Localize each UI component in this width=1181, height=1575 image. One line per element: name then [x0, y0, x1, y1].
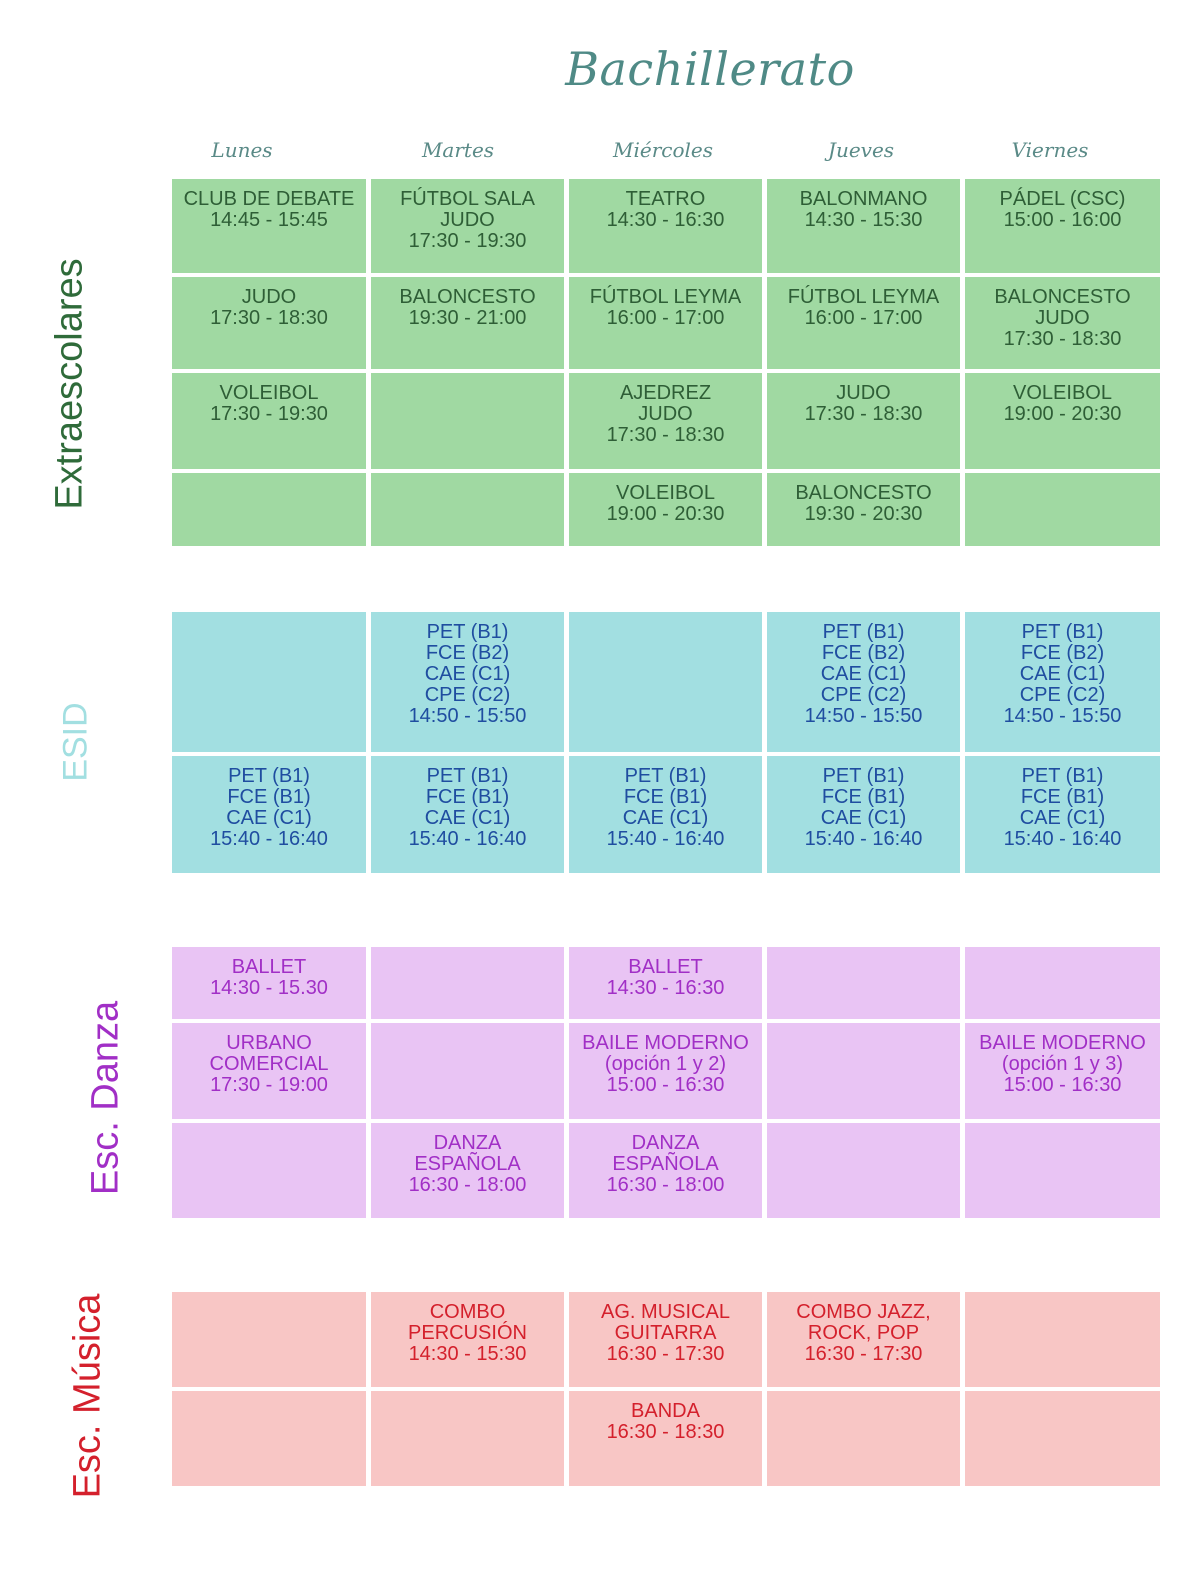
cell-esid-lunes-1 — [172, 612, 366, 752]
cell-extraescolares-lunes-3: VOLEIBOL 17:30 - 19:30 — [172, 373, 366, 469]
cell-extraescolares-miercoles-3: AJEDREZ JUDO 17:30 - 18:30 — [569, 373, 762, 469]
cell-esid-jueves-1: PET (B1) FCE (B2) CAE (C1) CPE (C2) 14:5… — [767, 612, 960, 752]
cell-extraescolares-viernes-1: PÁDEL (CSC) 15:00 - 16:00 — [965, 179, 1160, 273]
cell-musica-jueves-1: COMBO JAZZ, ROCK, POP 16:30 - 17:30 — [767, 1292, 960, 1387]
cell-danza-viernes-2: BAILE MODERNO (opción 1 y 3) 15:00 - 16:… — [965, 1023, 1160, 1119]
cell-musica-miercoles-2: BANDA 16:30 - 18:30 — [569, 1391, 762, 1486]
cell-musica-jueves-2 — [767, 1391, 960, 1486]
cell-danza-lunes-3 — [172, 1123, 366, 1218]
cell-extraescolares-jueves-1: BALONMANO 14:30 - 15:30 — [767, 179, 960, 273]
cell-extraescolares-martes-2: BALONCESTO 19:30 - 21:00 — [371, 277, 564, 369]
cell-danza-lunes-2: URBANO COMERCIAL 17:30 - 19:00 — [172, 1023, 366, 1119]
cell-extraescolares-lunes-2: JUDO 17:30 - 18:30 — [172, 277, 366, 369]
cell-esid-lunes-2: PET (B1) FCE (B1) CAE (C1) 15:40 - 16:40 — [172, 756, 366, 873]
cell-danza-miercoles-3: DANZA ESPAÑOLA 16:30 - 18:00 — [569, 1123, 762, 1218]
cell-danza-jueves-3 — [767, 1123, 960, 1218]
cell-extraescolares-lunes-4 — [172, 473, 366, 546]
cell-extraescolares-jueves-4: BALONCESTO 19:30 - 20:30 — [767, 473, 960, 546]
cell-musica-martes-1: COMBO PERCUSIÓN 14:30 - 15:30 — [371, 1292, 564, 1387]
cell-esid-miercoles-1 — [569, 612, 762, 752]
cell-extraescolares-martes-1: FÚTBOL SALA JUDO 17:30 - 19:30 — [371, 179, 564, 273]
cell-musica-viernes-2 — [965, 1391, 1160, 1486]
cell-esid-viernes-1: PET (B1) FCE (B2) CAE (C1) CPE (C2) 14:5… — [965, 612, 1160, 752]
cell-extraescolares-viernes-2: BALONCESTO JUDO 17:30 - 18:30 — [965, 277, 1160, 369]
section-label-extraescolares: Extraescolares — [48, 258, 91, 510]
cell-esid-martes-2: PET (B1) FCE (B1) CAE (C1) 15:40 - 16:40 — [371, 756, 564, 873]
cell-esid-miercoles-2: PET (B1) FCE (B1) CAE (C1) 15:40 - 16:40 — [569, 756, 762, 873]
cell-esid-martes-1: PET (B1) FCE (B2) CAE (C1) CPE (C2) 14:5… — [371, 612, 564, 752]
section-label-musica: Esc. Música — [66, 1293, 109, 1499]
cell-extraescolares-jueves-2: FÚTBOL LEYMA 16:00 - 17:00 — [767, 277, 960, 369]
cell-danza-martes-2 — [371, 1023, 564, 1119]
cell-extraescolares-lunes-1: CLUB DE DEBATE 14:45 - 15:45 — [172, 179, 366, 273]
cell-extraescolares-martes-3 — [371, 373, 564, 469]
page-title: Bachillerato — [565, 42, 855, 96]
cell-danza-miercoles-1: BALLET 14:30 - 16:30 — [569, 947, 762, 1019]
cell-musica-viernes-1 — [965, 1292, 1160, 1387]
cell-danza-lunes-1: BALLET 14:30 - 15.30 — [172, 947, 366, 1019]
day-header-jueves: Jueves — [827, 138, 895, 162]
cell-extraescolares-miercoles-4: VOLEIBOL 19:00 - 20:30 — [569, 473, 762, 546]
cell-musica-lunes-2 — [172, 1391, 366, 1486]
day-header-martes: Martes — [421, 138, 495, 162]
cell-extraescolares-miercoles-2: FÚTBOL LEYMA 16:00 - 17:00 — [569, 277, 762, 369]
day-header-miercoles: Miércoles — [612, 138, 713, 162]
cell-danza-martes-3: DANZA ESPAÑOLA 16:30 - 18:00 — [371, 1123, 564, 1218]
section-label-esid: ESID — [56, 702, 95, 782]
cell-danza-jueves-1 — [767, 947, 960, 1019]
day-header-lunes: Lunes — [211, 138, 273, 162]
cell-extraescolares-viernes-4 — [965, 473, 1160, 546]
section-label-danza: Esc. Danza — [84, 1000, 127, 1196]
cell-musica-martes-2 — [371, 1391, 564, 1486]
day-header-viernes: Viernes — [1011, 138, 1089, 162]
cell-extraescolares-jueves-3: JUDO 17:30 - 18:30 — [767, 373, 960, 469]
cell-danza-viernes-1 — [965, 947, 1160, 1019]
cell-musica-lunes-1 — [172, 1292, 366, 1387]
cell-extraescolares-martes-4 — [371, 473, 564, 546]
cell-danza-martes-1 — [371, 947, 564, 1019]
cell-esid-jueves-2: PET (B1) FCE (B1) CAE (C1) 15:40 - 16:40 — [767, 756, 960, 873]
cell-esid-viernes-2: PET (B1) FCE (B1) CAE (C1) 15:40 - 16:40 — [965, 756, 1160, 873]
cell-danza-miercoles-2: BAILE MODERNO (opción 1 y 2) 15:00 - 16:… — [569, 1023, 762, 1119]
cell-extraescolares-viernes-3: VOLEIBOL 19:00 - 20:30 — [965, 373, 1160, 469]
cell-danza-jueves-2 — [767, 1023, 960, 1119]
cell-danza-viernes-3 — [965, 1123, 1160, 1218]
cell-extraescolares-miercoles-1: TEATRO 14:30 - 16:30 — [569, 179, 762, 273]
cell-musica-miercoles-1: AG. MUSICAL GUITARRA 16:30 - 17:30 — [569, 1292, 762, 1387]
